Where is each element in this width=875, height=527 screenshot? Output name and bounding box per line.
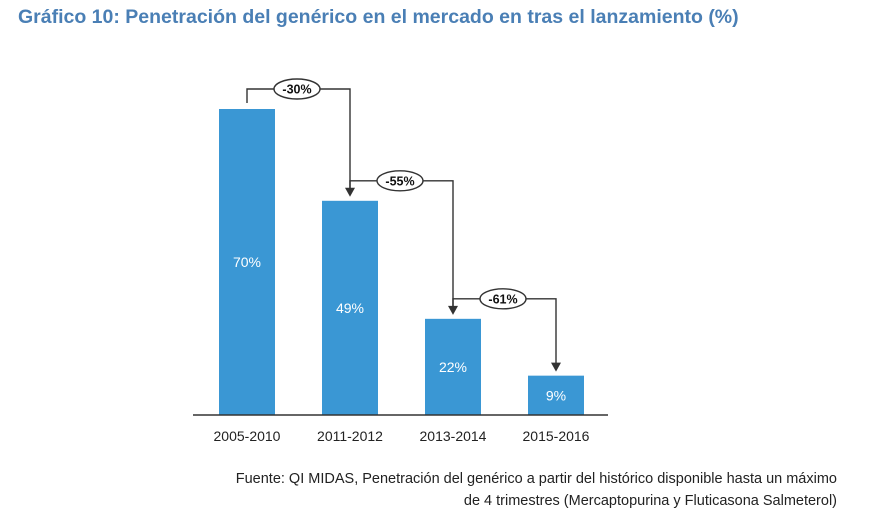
x-tick-label: 2005-2010: [214, 428, 281, 444]
source-line-2: de 4 trimestres (Mercaptopurina y Flutic…: [463, 493, 837, 509]
source-note: Fuente: QI MIDAS, Penetración del genéri…: [137, 468, 837, 512]
bar-2005-2010: [219, 109, 275, 415]
change-label: -30%: [282, 83, 311, 97]
chart-title: Gráfico 10: Penetración del genérico en …: [18, 6, 739, 28]
change-annotation: -61%: [452, 288, 561, 372]
change-annotation: -55%: [349, 170, 458, 315]
bar-2013-2014: [425, 318, 481, 415]
annotation-layer: -30% -55% -61%: [246, 78, 561, 372]
x-tick-label: 2011-2012: [317, 428, 383, 444]
bar-2011-2012: [322, 200, 378, 415]
change-label: -55%: [385, 174, 414, 188]
bar-chart: 70% 49% 22% 9% -30% -55% -61% 2005-2010 2011-2…: [193, 78, 608, 444]
arrowhead: [551, 362, 561, 372]
change-badge: [376, 170, 424, 192]
change-badge: [479, 288, 527, 310]
x-tick-label: 2013-2014: [420, 428, 487, 444]
bar-value-label: 9%: [546, 387, 566, 403]
bar-value-label: 49%: [336, 300, 364, 316]
change-label: -61%: [488, 292, 517, 306]
bar-value-label: 70%: [233, 254, 261, 270]
x-tick-label: 2015-2016: [523, 428, 590, 444]
change-badge: [273, 78, 321, 100]
bar-2015-2016: [528, 375, 584, 415]
bar-value-label: 22%: [439, 359, 467, 375]
source-line-1: Fuente: QI MIDAS, Penetración del genéri…: [235, 471, 837, 487]
change-annotation: -30%: [246, 78, 355, 197]
tick-labels-layer: 2005-2010 2011-2012 2013-2014 2015-2016: [214, 428, 590, 444]
bars-layer: 70% 49% 22% 9%: [219, 109, 584, 415]
